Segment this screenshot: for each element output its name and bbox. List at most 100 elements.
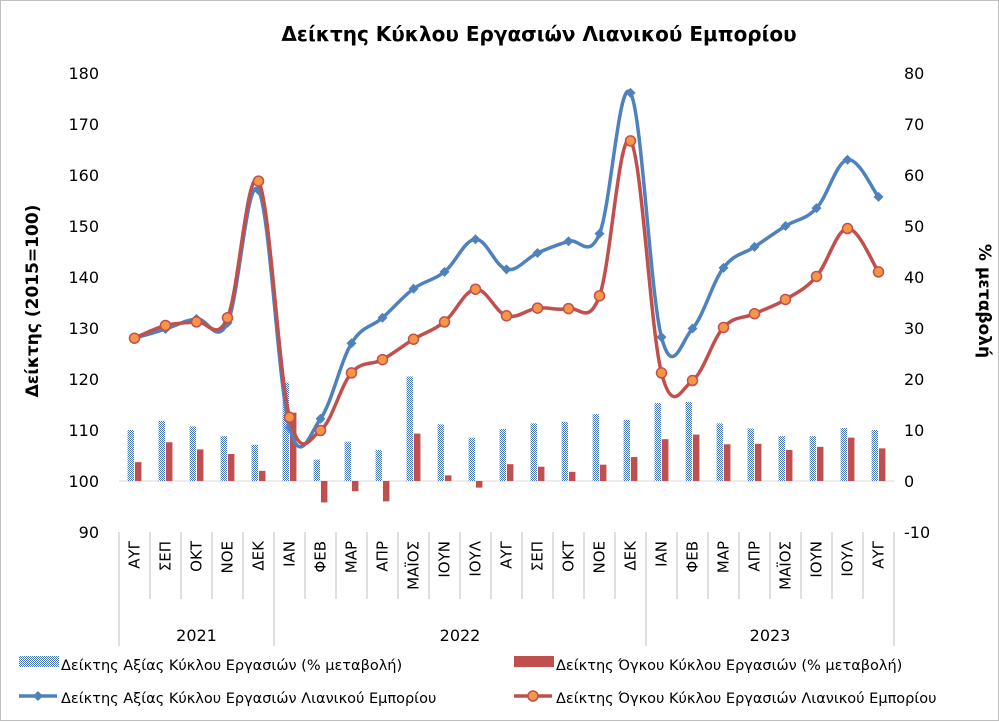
volume-change-bar xyxy=(351,481,359,492)
value-index-point xyxy=(625,87,636,98)
value-change-bar xyxy=(220,436,228,481)
category-label: ΙΑΝ xyxy=(281,541,299,567)
value-index-point xyxy=(594,228,605,239)
value-index-point xyxy=(656,332,667,343)
volume-index-point xyxy=(314,424,327,437)
value-index-point xyxy=(749,241,760,252)
volume-change-bar xyxy=(692,434,700,481)
category-label: ΑΥΓ xyxy=(498,540,516,568)
volume-change-bar xyxy=(134,462,142,481)
right-tick-label: 60 xyxy=(904,166,924,185)
category-label: ΜΑΪΟΣ xyxy=(404,541,423,590)
value-change-bar xyxy=(375,449,383,481)
category-label: ΙΟΥΝ xyxy=(436,541,454,578)
volume-change-bar xyxy=(258,470,266,481)
volume-index-point xyxy=(438,316,451,328)
right-tick-label: 20 xyxy=(904,370,924,389)
volume-change-bar xyxy=(165,442,173,481)
right-tick-label: 10 xyxy=(904,421,924,440)
volume-change-bar xyxy=(568,471,576,481)
chart-title: Δείκτης Κύκλου Εργασιών Λιανικού Εμπορίο… xyxy=(281,22,796,46)
value-change-bar xyxy=(809,436,817,481)
volume-index-point xyxy=(810,270,823,283)
category-label: ΝΟΕ xyxy=(591,541,609,574)
value-index-point xyxy=(811,203,822,214)
right-tick-label: 0 xyxy=(904,472,914,491)
left-axis-title: Δείκτης (2015=100) xyxy=(23,205,43,398)
volume-index-point xyxy=(469,283,482,295)
volume-change-bar xyxy=(630,457,638,481)
right-tick-label: 50 xyxy=(904,217,924,236)
category-label: ΜΑΪΟΣ xyxy=(776,541,795,590)
volume-index-point xyxy=(686,374,699,387)
value-change-bar xyxy=(840,427,848,481)
category-label: ΙΟΥΝ xyxy=(808,541,826,578)
volume-index-point xyxy=(531,302,544,314)
volume-index-point xyxy=(655,367,668,379)
category-label: ΜΑΡ xyxy=(715,541,733,573)
category-label: ΑΠΡ xyxy=(374,541,392,572)
bar-series xyxy=(127,376,886,503)
value-change-bar xyxy=(344,441,352,481)
volume-index-point xyxy=(345,367,358,379)
left-tick-label: 130 xyxy=(68,319,99,338)
volume-index-point xyxy=(562,302,575,315)
volume-change-bar xyxy=(382,481,390,502)
left-tick-label: 180 xyxy=(68,64,99,83)
year-label: 2022 xyxy=(440,626,481,645)
category-axis xyxy=(118,480,895,646)
value-change-bar xyxy=(468,437,476,481)
value-change-bar xyxy=(313,459,321,481)
volume-change-bar xyxy=(444,475,452,481)
category-label: ΙΟΥΛ xyxy=(839,540,857,576)
legend-marker xyxy=(33,691,43,701)
volume-index-point xyxy=(779,293,792,306)
category-label: ΟΚΤ xyxy=(188,540,206,572)
volume-change-bar xyxy=(413,433,421,481)
left-tick-label: 110 xyxy=(68,421,99,440)
volume-index-point xyxy=(500,310,513,322)
volume-change-bar xyxy=(320,481,328,503)
volume-index-point xyxy=(717,321,730,334)
value-index-point xyxy=(470,234,481,245)
volume-change-bar xyxy=(661,439,669,481)
category-label: ΙΟΥΛ xyxy=(467,540,485,576)
value-index-point xyxy=(873,191,884,202)
left-tick-label: 160 xyxy=(68,166,99,185)
value-index-point xyxy=(842,154,853,165)
volume-index-point xyxy=(407,333,420,345)
value-change-bar xyxy=(561,421,569,481)
line-series xyxy=(128,87,885,449)
volume-index-point xyxy=(252,175,265,187)
value-index-point xyxy=(563,236,574,247)
value-change-bar xyxy=(127,430,135,481)
left-tick-label: 90 xyxy=(79,523,99,542)
category-label: ΣΕΠ xyxy=(529,541,547,571)
category-label: ΜΑΡ xyxy=(343,541,361,573)
legend: Δείκτης Αξίας Κύκλου Εργασιών (% μεταβολ… xyxy=(19,656,937,707)
volume-index-point xyxy=(190,316,203,328)
category-label: ΦΕΒ xyxy=(312,541,330,573)
value-change-bar xyxy=(406,376,414,481)
right-axis-title: % μεταβολή xyxy=(974,244,994,358)
category-label: ΣΕΠ xyxy=(157,541,175,571)
volume-index-line xyxy=(133,138,880,446)
volume-index-point xyxy=(872,266,885,278)
volume-index-point xyxy=(376,353,389,366)
value-index-point xyxy=(780,221,791,231)
category-label: ΑΥΓ xyxy=(126,540,144,568)
value-change-bar xyxy=(437,424,445,481)
value-change-bar xyxy=(716,423,724,481)
value-index-point xyxy=(377,312,388,323)
category-label: ΔΕΚ xyxy=(622,540,640,571)
value-index-point xyxy=(408,283,419,294)
volume-change-bar xyxy=(227,453,235,481)
category-label: ΟΚΤ xyxy=(560,540,578,572)
volume-index-point xyxy=(283,411,296,423)
value-change-bar xyxy=(623,419,631,481)
volume-change-bar xyxy=(599,464,607,481)
value-change-bar xyxy=(592,414,600,481)
left-tick-label: 140 xyxy=(68,268,99,287)
value-change-bar xyxy=(158,420,166,481)
